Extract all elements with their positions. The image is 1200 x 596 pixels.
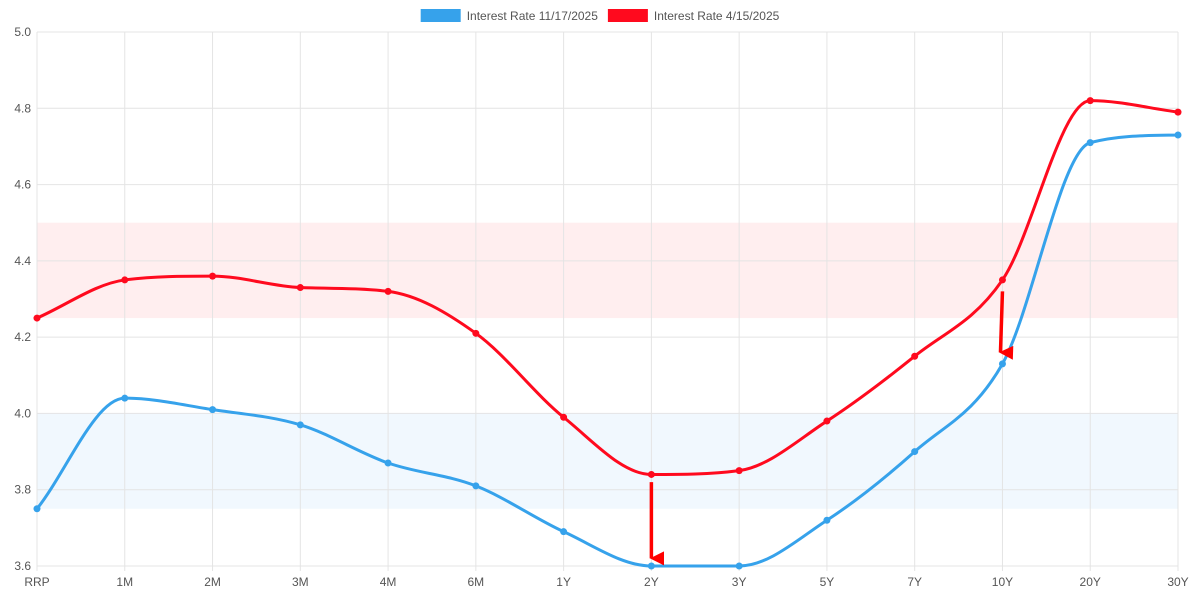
legend-swatch <box>420 9 461 22</box>
data-point-1-4m[interactable] <box>384 287 392 295</box>
y-tick-label: 3.8 <box>14 483 31 497</box>
data-point-0-rrp[interactable] <box>33 505 41 513</box>
data-point-0-5y[interactable] <box>823 516 831 524</box>
data-point-1-2y[interactable] <box>647 470 655 478</box>
legend-swatch <box>607 9 648 22</box>
highlight-band-0 <box>37 413 1178 509</box>
x-tick-label-7y: 7Y <box>907 575 922 589</box>
data-point-0-4m[interactable] <box>384 459 392 467</box>
y-tick-label: 4.0 <box>14 406 31 420</box>
legend-item-1[interactable]: Interest Rate 4/15/2025 <box>607 9 780 23</box>
x-tick-label-3m: 3M <box>292 575 309 589</box>
data-point-1-5y[interactable] <box>823 417 831 425</box>
x-tick-label-4m: 4M <box>380 575 397 589</box>
data-point-1-1y[interactable] <box>560 413 568 421</box>
x-tick-label-6m: 6M <box>468 575 485 589</box>
data-point-0-10y[interactable] <box>998 360 1006 368</box>
data-point-0-30y[interactable] <box>1174 131 1182 139</box>
data-point-0-7y[interactable] <box>911 448 919 456</box>
data-point-1-3m[interactable] <box>296 284 304 292</box>
data-point-0-1m[interactable] <box>121 394 129 402</box>
x-tick-label-2m: 2M <box>204 575 221 589</box>
x-tick-label-3y: 3Y <box>732 575 747 589</box>
x-axis: RRP 1M 2M 3M 4M 6M 1Y 2Y 3Y 5Y 7Y 10Y 20Y 30Y <box>24 575 1188 589</box>
data-point-1-2m[interactable] <box>209 272 217 280</box>
y-axis: 3.6 3.8 4.0 4.2 4.4 4.6 4.8 5.0 <box>14 25 31 573</box>
x-tick-label-1m: 1M <box>116 575 133 589</box>
highlight-band-1 <box>37 222 1178 319</box>
data-point-0-20y[interactable] <box>1086 139 1094 147</box>
legend-item-0[interactable]: Interest Rate 11/17/2025 <box>420 9 599 23</box>
data-point-0-1y[interactable] <box>560 528 568 536</box>
data-point-0-2m[interactable] <box>209 406 217 414</box>
y-tick-label: 4.2 <box>14 330 31 344</box>
data-point-1-10y[interactable] <box>998 276 1006 284</box>
data-point-1-rrp[interactable] <box>33 314 41 322</box>
x-tick-label-2y: 2Y <box>644 575 659 589</box>
series-interest-rate-4-15-2025 <box>33 97 1182 478</box>
y-tick-label: 4.6 <box>14 178 31 192</box>
data-point-1-6m[interactable] <box>472 329 480 337</box>
y-tick-label: 5.0 <box>14 25 31 39</box>
annotation-arrow-10y <box>998 291 1014 360</box>
data-point-0-3y[interactable] <box>735 562 743 570</box>
x-tick-label-30y: 30Y <box>1167 575 1188 589</box>
y-tick-label: 3.6 <box>14 559 31 573</box>
x-tick-label-rrp: RRP <box>24 575 49 589</box>
data-point-0-2y[interactable] <box>647 562 655 570</box>
legend-label: Interest Rate 11/17/2025 <box>467 9 599 23</box>
data-point-1-3y[interactable] <box>735 467 743 475</box>
x-tick-label-1y: 1Y <box>556 575 571 589</box>
annotations-layer <box>649 291 1014 566</box>
data-point-0-3m[interactable] <box>296 421 304 429</box>
legend[interactable]: Interest Rate 11/17/2025 Interest Rate 4/… <box>420 9 780 23</box>
x-tick-label-20y: 20Y <box>1080 575 1101 589</box>
x-tick-label-10y: 10Y <box>992 575 1013 589</box>
data-point-1-20y[interactable] <box>1086 97 1094 105</box>
data-point-1-1m[interactable] <box>121 276 129 284</box>
bands-layer <box>37 222 1178 509</box>
grid-layer <box>36 31 1179 571</box>
y-tick-label: 4.4 <box>14 254 31 268</box>
data-point-0-6m[interactable] <box>472 482 480 490</box>
x-tick-label-5y: 5Y <box>820 575 835 589</box>
data-point-1-7y[interactable] <box>911 352 919 360</box>
y-tick-label: 4.8 <box>14 101 31 115</box>
data-point-1-30y[interactable] <box>1174 108 1182 116</box>
legend-label: Interest Rate 4/15/2025 <box>654 9 780 23</box>
